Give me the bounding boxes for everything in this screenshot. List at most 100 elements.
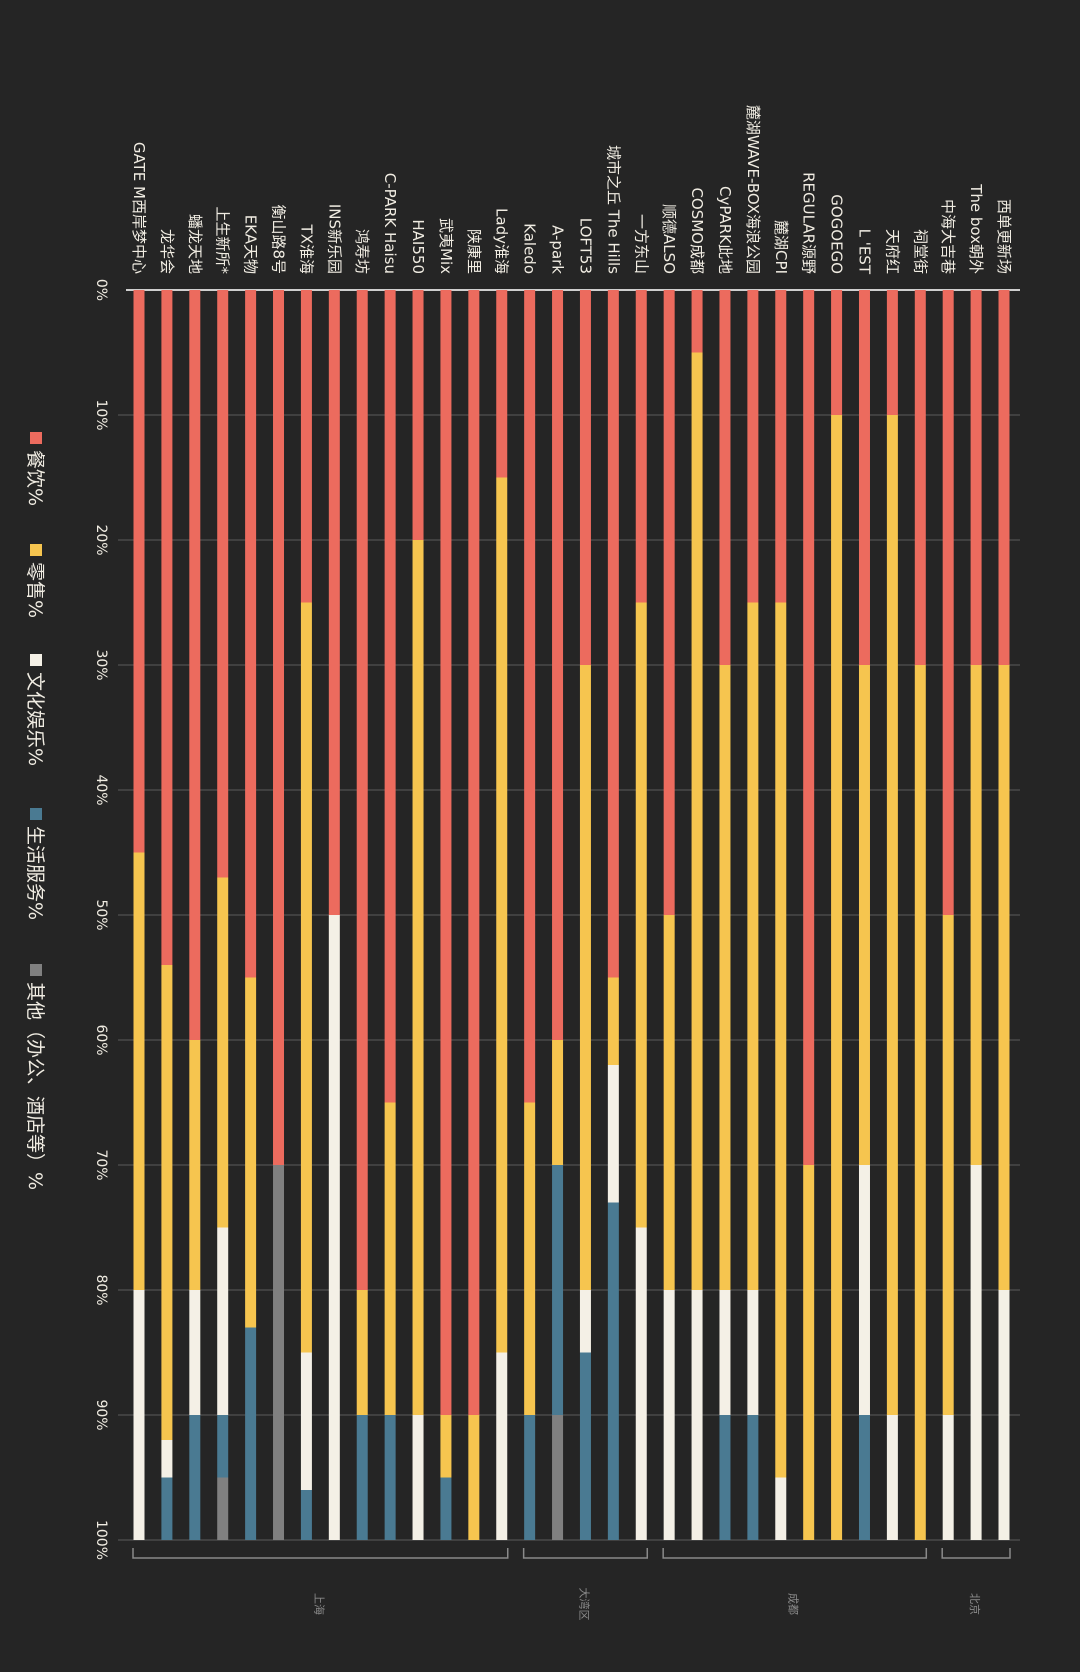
bar-stack [970, 290, 982, 1540]
bar-segment [970, 665, 982, 1165]
group-bracket [941, 1548, 1011, 1559]
bar-stack [328, 290, 340, 1540]
category-label: 鸿寿坊 [353, 229, 371, 274]
bar-stack [468, 290, 480, 1540]
category-label: GATE M西岸梦中心 [130, 142, 148, 274]
bar-segment [552, 1040, 564, 1165]
bar-segment [635, 290, 647, 603]
category-label: The box朝外 [967, 183, 985, 274]
bar-segment [356, 1415, 368, 1540]
tick-label: 20% [93, 524, 109, 555]
bar-stack [607, 290, 619, 1540]
bar-segment [942, 915, 954, 1415]
bar-segment [579, 665, 591, 1290]
bar-stack [496, 290, 508, 1540]
bar-segment [217, 1227, 229, 1415]
legend-label: 其他（办公、酒店等）% [24, 982, 46, 1190]
bar-segment [663, 1290, 675, 1540]
category-label: Lady淮海 [493, 208, 511, 274]
bar-stack [858, 290, 870, 1540]
bar-segment [552, 1415, 564, 1540]
bar-segment [719, 1290, 731, 1415]
bar-stack [663, 290, 675, 1540]
bar-segment [775, 290, 787, 603]
category-label: 祠堂街 [911, 229, 929, 274]
bar-stack [217, 290, 229, 1540]
bar-segment [803, 1165, 815, 1540]
bar-segment [691, 352, 703, 1290]
legend-swatch [30, 432, 42, 444]
legend-swatch [30, 544, 42, 556]
category-label: COSMO成都 [688, 187, 706, 274]
bar-segment [998, 665, 1010, 1290]
category-label: GOGOEGO [828, 194, 846, 274]
bar-segment [189, 1415, 201, 1540]
bar-segment [468, 1415, 480, 1540]
legend-swatch [30, 964, 42, 976]
category-labels: GATE M西岸梦中心 龙华会 蟠龙天地 上生新所* EKA天物 衡山路8号 TX淮海 INS… [130, 105, 1013, 275]
category-label: 陕康里 [465, 229, 483, 274]
category-label: LOFT53 [576, 218, 594, 274]
tick-label: 100% [93, 1520, 109, 1560]
legend-swatch [30, 654, 42, 666]
bar-segment [496, 290, 508, 478]
bar-segment [552, 1165, 564, 1415]
bar-segment [803, 290, 815, 1165]
bar-segment [328, 290, 340, 915]
bar-segment [775, 602, 787, 1478]
legend-label: 零售% [24, 562, 46, 618]
bar-segment [524, 1102, 536, 1415]
category-label: 中海大吉巷 [939, 199, 957, 274]
group-brackets: 上海 大湾区 成都 北京 [132, 1548, 1011, 1621]
bar-segment [161, 1440, 173, 1478]
bar-segment [133, 852, 145, 1290]
category-label: CyPARK此地 [716, 186, 734, 274]
bar-stack [998, 290, 1010, 1540]
category-label: 麓湖CPI [772, 220, 790, 274]
axis-ticks: 0% 10% 20% 30% 40% 50% 60% 70% 80% 90% 100% [93, 279, 109, 1560]
bar-stack [635, 290, 647, 1540]
bar-segment [496, 477, 508, 1353]
category-label: Kaledo [521, 223, 539, 274]
bar-segment [719, 290, 731, 665]
legend-swatch [30, 808, 42, 820]
bar-segment [245, 977, 257, 1328]
legend-label: 餐饮% [24, 450, 46, 506]
group-label: 北京 [968, 1593, 982, 1615]
bar-segment [300, 602, 312, 1353]
bar-segment [412, 290, 424, 540]
bar-segment [719, 665, 731, 1290]
tick-label: 70% [93, 1149, 109, 1180]
bar-segment [886, 290, 898, 415]
bar-segment [579, 1352, 591, 1540]
category-label: 龙华会 [158, 229, 176, 274]
bar-stack [942, 290, 954, 1540]
bar-segment [440, 1415, 452, 1478]
bar-stack [579, 290, 591, 1540]
bar-segment [914, 290, 926, 665]
category-label: 一方东山 [632, 214, 650, 274]
bar-segment [663, 915, 675, 1290]
legend: 餐饮% 零售% 文化娱乐% 生活服务% 其他（办公、酒店等）% [24, 432, 46, 1190]
bar-segment [440, 1477, 452, 1540]
group-label: 大湾区 [577, 1588, 591, 1621]
category-label: 衡山路8号 [270, 204, 288, 274]
bar-segment [886, 415, 898, 1415]
bar-stack [747, 290, 759, 1540]
tick-label: 10% [93, 399, 109, 430]
bar-segment [161, 965, 173, 1440]
bar-segment [831, 290, 843, 415]
bar-stack [886, 290, 898, 1540]
bar-segment [858, 1165, 870, 1415]
bar-segment [189, 1040, 201, 1290]
category-label: 武夷Mix [437, 218, 455, 274]
bar-segment [300, 1490, 312, 1540]
bar-stack [356, 290, 368, 1540]
bar-segment [217, 1477, 229, 1540]
bar-stack [552, 290, 564, 1540]
bar-segment [384, 290, 396, 1103]
group-label: 上海 [312, 1593, 326, 1615]
group-bracket [662, 1548, 928, 1559]
tick-label: 90% [93, 1399, 109, 1430]
bar-segment [245, 290, 257, 978]
